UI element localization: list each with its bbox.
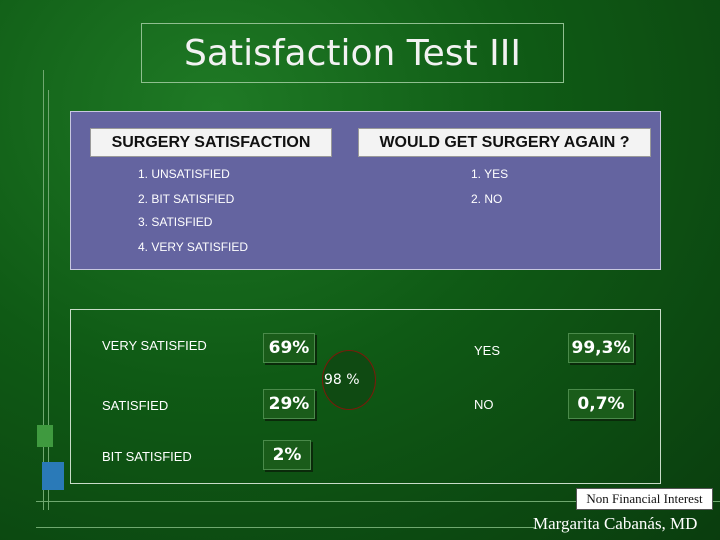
- deco-square-green: [37, 425, 53, 447]
- no-label: NO: [474, 397, 494, 412]
- yes-label: YES: [474, 343, 501, 358]
- left-option-4: 4. VERY SATISFIED: [138, 240, 249, 254]
- title-frame: Satisfaction Test III: [141, 23, 564, 83]
- yes-value: 99,3%: [568, 333, 634, 363]
- left-option-2: 2. BIT SATISFIED: [138, 192, 235, 206]
- left-vertical-rule: [43, 70, 44, 510]
- results-panel: [70, 309, 661, 484]
- combined-satisfaction-value: 98 %: [324, 372, 360, 388]
- left-option-1: 1. UNSATISFIED: [138, 167, 230, 181]
- bottom-horizontal-rule: [36, 501, 720, 502]
- page-title: Satisfaction Test III: [184, 32, 521, 74]
- bit-satisfied-value: 2%: [263, 440, 311, 470]
- satisfied-value: 29%: [263, 389, 315, 419]
- bit-satisfied-label: BIT SATISFIED: [102, 449, 192, 464]
- no-value: 0,7%: [568, 389, 634, 419]
- right-option-2: 2. NO: [471, 192, 503, 206]
- very-satisfied-value: 69%: [263, 333, 315, 363]
- left-option-3: 3. SATISFIED: [138, 215, 213, 229]
- question-panel: SURGERY SATISFACTION WOULD GET SURGERY A…: [70, 111, 661, 270]
- non-financial-interest-note: Non Financial Interest: [576, 488, 713, 510]
- would-get-surgery-again-header: WOULD GET SURGERY AGAIN ?: [358, 128, 651, 157]
- combined-satisfaction-circle: [322, 350, 376, 410]
- right-option-1: 1. YES: [471, 167, 509, 181]
- satisfied-label: SATISFIED: [102, 398, 169, 413]
- surgery-satisfaction-header: SURGERY SATISFACTION: [90, 128, 332, 157]
- bottom-horizontal-rule-2: [36, 527, 536, 528]
- author-name: Margarita Cabanás, MD: [533, 514, 698, 533]
- left-vertical-rule-2: [48, 90, 49, 510]
- very-satisfied-label: VERY SATISFIED: [102, 338, 207, 353]
- deco-square-blue: [42, 462, 64, 490]
